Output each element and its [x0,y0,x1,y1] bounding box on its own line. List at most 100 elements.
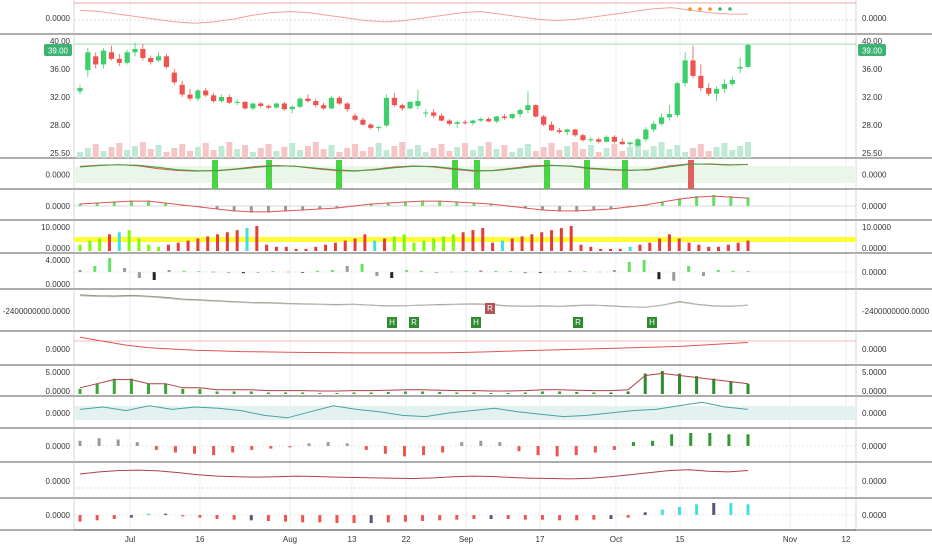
obv-marker-label: R [487,304,493,313]
indicator-bar [147,513,151,515]
indicator-bar [712,378,716,394]
stoch-band [74,166,856,183]
indicator-bar [540,232,544,251]
y-tick-label-left: 0.0000 [46,409,71,418]
signal-dot [708,7,712,11]
indicator-bar [550,230,554,251]
volume-bar [116,143,123,158]
volume-bar [603,148,610,158]
indicator-bar [461,232,465,251]
indicator-bar [421,515,425,521]
y-tick-label-left: 0.0000 [46,345,71,354]
indicator-bar [695,376,699,394]
indicator-bar [98,238,102,251]
obv-marker-label: H [389,318,395,327]
candle-body [572,129,578,136]
indicator-bar [712,503,716,515]
signal-dot [688,7,692,11]
indicator-bar [241,272,245,274]
indicator-bar [256,272,260,273]
obv-marker-label: H [473,318,479,327]
indicator-bar [455,515,459,520]
indicator-bar [672,272,676,281]
y-tick-label-left: 36.00 [50,65,71,74]
indicator-bar [181,515,185,517]
candle-body [321,105,327,109]
y-tick-label-right: 0.0000 [862,442,887,451]
candle-body [580,135,586,141]
candle-body [289,106,295,110]
y-tick-label-right: 10.0000 [862,223,891,232]
indicator-bar [403,515,407,522]
candle-body [305,98,311,102]
indicator-bar [403,201,407,206]
indicator-bar [232,515,236,520]
indicator-bar [369,515,373,523]
y-tick-label-left: 0.0000 [46,442,71,451]
indicator-bar [687,266,691,272]
indicator-bar [631,442,635,446]
indicator-bar [206,236,210,251]
indicator-bar [373,240,377,251]
indicator-bar [152,272,156,280]
volume-bar [77,152,83,158]
indicator-bar [592,206,596,211]
candle-body [611,136,617,142]
indicator-bar [523,515,527,520]
volume-bar [564,146,571,158]
indicator-bar [335,515,339,523]
volume-bar [572,142,579,158]
indicator-bar [643,512,647,515]
x-tick-label: Jul [125,535,135,544]
indicator-bar [412,242,416,251]
candle-body [501,116,507,119]
indicator-bar [708,433,712,446]
indicator-bar [677,198,681,206]
indicator-bar [422,240,426,251]
indicator-bar [266,515,270,521]
candle-body [352,115,358,120]
indicator-bar [701,272,705,276]
indicator-bar [288,446,292,448]
volume-bar [375,143,382,158]
volume-bar [627,147,634,158]
volume-bar [273,151,280,158]
series-line [79,7,748,24]
indicator-bar [660,371,664,394]
volume-bar [595,152,602,158]
x-tick-label: Oct [610,535,623,544]
indicator-bar [164,513,168,515]
y-tick-label-left: 0.0000 [46,387,71,396]
price-tag-right: 39.00 [858,44,886,56]
indicator-bar [116,439,120,446]
volume-bar [524,144,531,158]
volume-bar [462,143,469,158]
candle-body [643,129,649,140]
indicator-bar [555,446,559,457]
indicator-bar [112,201,116,206]
candle-body [564,129,570,132]
indicator-bar [479,270,483,272]
indicator-bar [265,244,269,251]
indicator-bar [648,242,652,251]
indicator-bar [249,515,253,521]
indicator-bar [579,244,583,251]
y-tick-label-right: -2400000000.0000 [862,307,930,316]
y-tick-label-left: 25.50 [50,149,71,158]
indicator-bar [687,242,691,251]
axes-layer: 0.0000 0.0000 40.00 36.00 32.00 28.00 25.50 40.… [3,14,930,544]
indicator-bar [301,515,305,523]
indicator-bar [419,270,423,272]
indicator-bar [746,240,750,251]
series-line [79,195,749,213]
y-tick-label-right: 40.00 [862,37,883,46]
obv-marker-box [387,317,397,328]
x-tick-label: 15 [676,535,685,544]
indicator-bar [746,434,750,446]
indicator-bar [129,378,133,394]
indicator-bar [95,202,99,206]
candle-body [548,124,555,131]
indicator-bar [464,271,468,272]
